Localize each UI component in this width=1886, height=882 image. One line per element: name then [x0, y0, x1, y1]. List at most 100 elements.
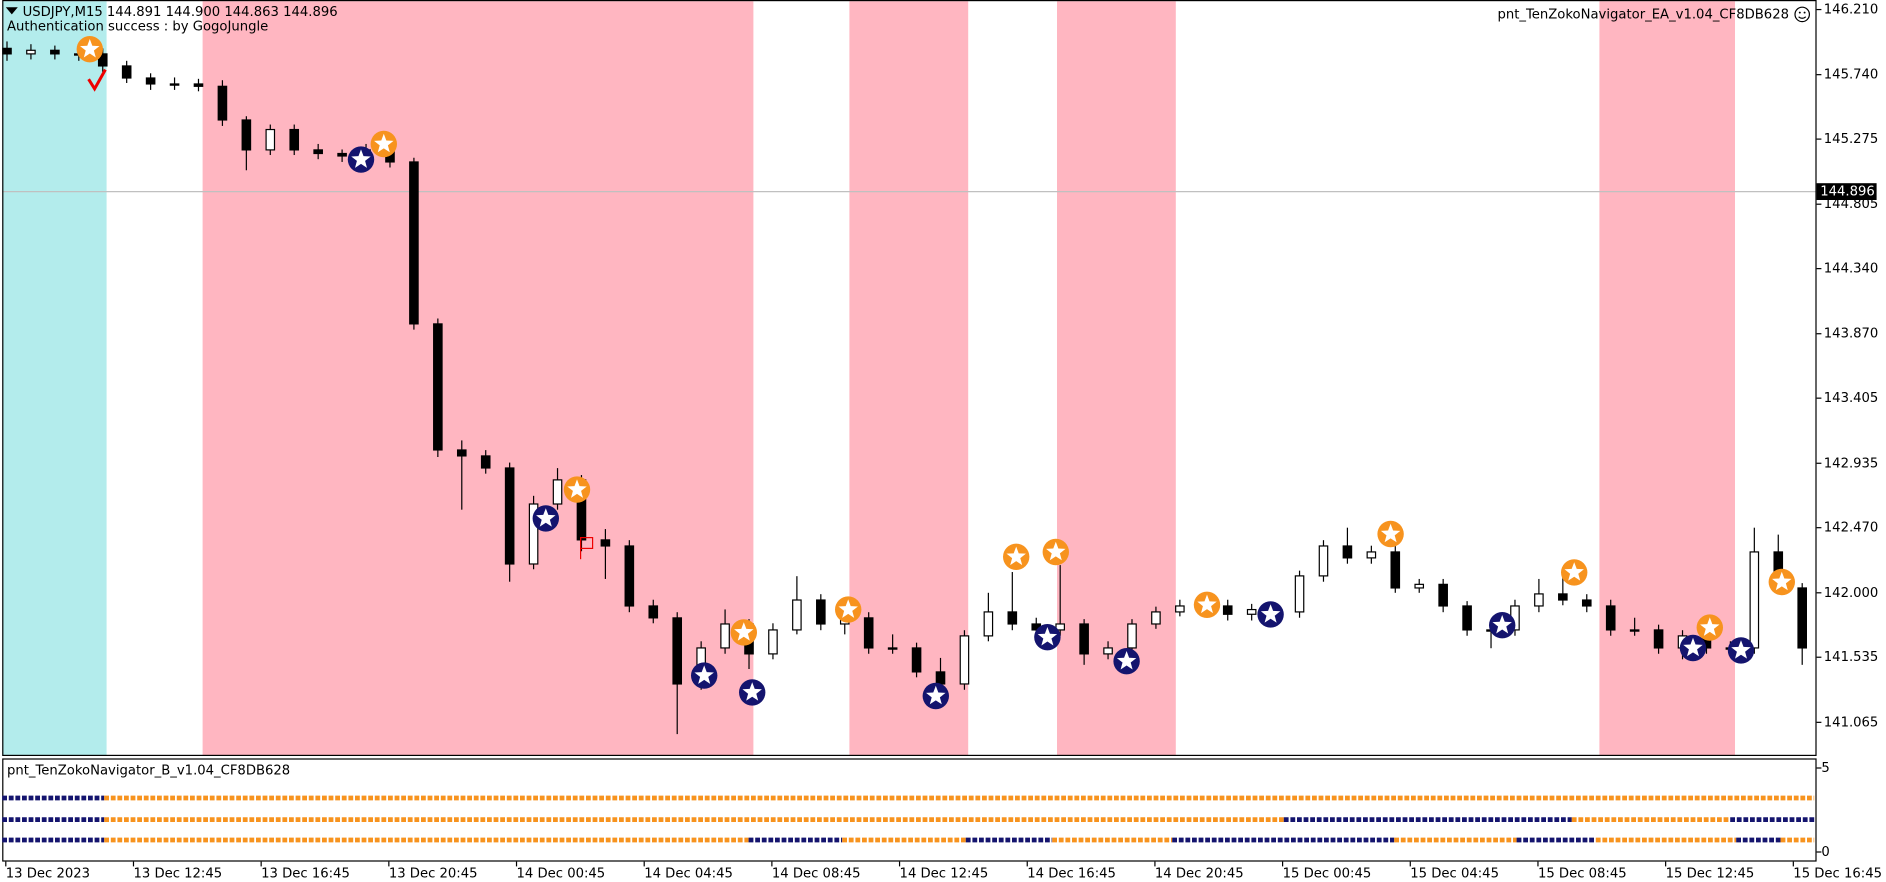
- candle-body: [1653, 629, 1664, 649]
- x-tick-label: 15 Dec 16:45: [1793, 867, 1882, 882]
- x-tick-label: 13 Dec 20:45: [389, 867, 478, 882]
- indicator-tick-label: 5: [1821, 761, 1829, 776]
- x-tick-label: 15 Dec 12:45: [1666, 867, 1755, 882]
- signal-star: [1260, 604, 1281, 623]
- candle-body: [720, 623, 730, 649]
- signal-icon: [835, 596, 862, 623]
- y-tick-label: 144.805: [1824, 197, 1879, 212]
- candle-body: [433, 323, 443, 451]
- candle-body: [624, 545, 635, 607]
- candle-body: [409, 161, 419, 325]
- x-tick-label: 15 Dec 00:45: [1283, 867, 1372, 882]
- y-tick-label: 145.740: [1824, 68, 1879, 83]
- signal-star: [1492, 615, 1512, 634]
- signal-star: [734, 622, 754, 641]
- candle-body: [121, 65, 132, 79]
- signal-star: [567, 479, 587, 498]
- x-tick-label: 14 Dec 00:45: [517, 867, 606, 882]
- candle-body: [1318, 545, 1329, 577]
- candle-body: [241, 119, 252, 151]
- x-tick-label: 13 Dec 16:45: [261, 867, 350, 882]
- candle-body: [887, 647, 898, 650]
- candle-body: [50, 49, 60, 55]
- candle-body: [1390, 551, 1401, 589]
- signal-icon: [730, 619, 757, 646]
- y-tick-label: 142.470: [1824, 521, 1879, 536]
- candle-body: [600, 539, 611, 547]
- signal-icon: [691, 662, 718, 689]
- signal-star: [351, 149, 371, 168]
- candle-body: [1342, 545, 1353, 559]
- signal-star: [1037, 627, 1058, 646]
- signal-icon: [1003, 543, 1030, 570]
- x-tick-label: 14 Dec 08:45: [772, 867, 861, 882]
- indicator-tick-label: 0: [1821, 845, 1829, 860]
- candle-body: [456, 449, 467, 457]
- candle-body: [1749, 551, 1760, 649]
- candle-body: [1558, 593, 1568, 601]
- signal-icon: [563, 476, 591, 503]
- plot-border: [2, 0, 1817, 756]
- signal-star: [1731, 640, 1751, 659]
- signal-star: [1564, 562, 1584, 581]
- signal-star: [374, 133, 394, 153]
- candle-body: [959, 635, 970, 685]
- candle-body: [97, 53, 108, 67]
- candle-body: [528, 503, 539, 565]
- signal-star: [1683, 637, 1703, 657]
- candle-body: [816, 599, 826, 625]
- signal-star: [1772, 571, 1792, 591]
- candle-body: [1414, 583, 1425, 589]
- signal-star: [80, 39, 100, 58]
- signal-star: [1197, 594, 1217, 614]
- candle-body: [193, 83, 204, 87]
- signal-icon: [1561, 559, 1588, 586]
- dropdown-icon[interactable]: [5, 7, 18, 15]
- header: USDJPY,M15 144.891 144.900 144.863 144.8…: [23, 5, 338, 20]
- candle-body: [1246, 608, 1257, 615]
- candle-body: [1629, 629, 1640, 632]
- signal-icon: [532, 505, 559, 532]
- signal-icon: [1257, 601, 1284, 628]
- check-mark: [87, 68, 107, 92]
- candle-body: [313, 149, 323, 155]
- candle-body: [1079, 623, 1089, 655]
- candle-body: [768, 629, 778, 655]
- current-price-box: [1816, 183, 1877, 200]
- indicator-title: pnt_TenZokoNavigator_B_v1.04_CF8DB628: [7, 763, 290, 778]
- signal-star: [1700, 617, 1720, 636]
- zone: [1599, 1, 1735, 756]
- signal-icon: [370, 130, 397, 158]
- candle-body: [1366, 551, 1377, 559]
- signal-icon: [1193, 591, 1221, 618]
- x-tick-label: 14 Dec 20:45: [1155, 867, 1244, 882]
- candle-body: [1055, 623, 1065, 631]
- y-tick-label: 141.065: [1824, 715, 1879, 730]
- y-tick-label: 143.405: [1824, 391, 1879, 406]
- x-tick-label: 13 Dec 2023: [6, 867, 90, 882]
- candle-body: [648, 605, 659, 619]
- candle-body: [1581, 599, 1592, 607]
- candle-body: [1605, 605, 1616, 631]
- candle-body: [289, 128, 300, 151]
- zone: [2, 1, 107, 756]
- candle-body: [1294, 575, 1305, 613]
- candle-body: [1534, 593, 1544, 607]
- candle-body: [169, 83, 180, 86]
- x-tick-label: 14 Dec 04:45: [644, 867, 733, 882]
- signal-icon: [1489, 612, 1516, 639]
- candle-body: [1175, 605, 1185, 613]
- candle-body: [2, 47, 12, 55]
- y-tick-label: 143.870: [1824, 327, 1879, 342]
- candle-body: [672, 617, 683, 685]
- candle-body: [480, 455, 491, 469]
- x-tick-label: 14 Dec 16:45: [1027, 867, 1116, 882]
- x-tick-label: 13 Dec 12:45: [133, 867, 222, 882]
- signal-star: [1046, 541, 1066, 561]
- y-tick-label: 145.275: [1824, 132, 1879, 147]
- signal-icon: [1034, 624, 1061, 651]
- signal-icon: [1727, 637, 1755, 664]
- candle-body: [552, 479, 563, 505]
- current-price-label: 144.896: [1820, 185, 1875, 200]
